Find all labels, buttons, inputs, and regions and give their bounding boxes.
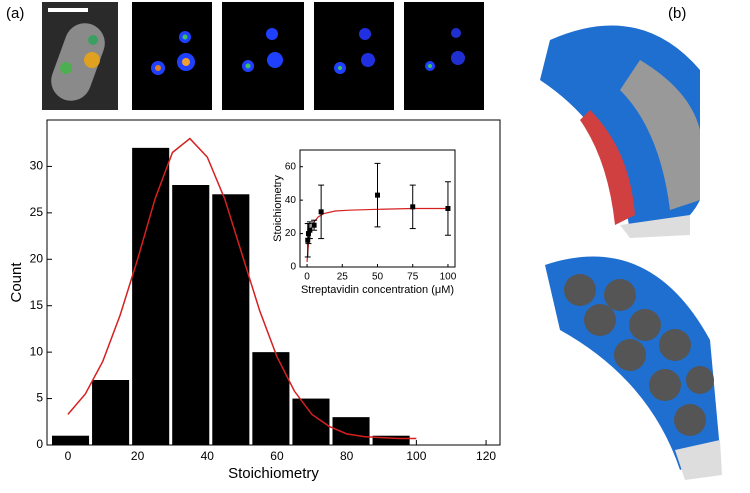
x-tick-label: 25 — [337, 272, 349, 283]
data-point — [318, 209, 324, 215]
fluorescence-frames — [132, 2, 484, 110]
data-point — [307, 227, 313, 233]
y-tick-label: 20 — [285, 228, 297, 239]
spot — [84, 52, 100, 68]
y-tick-label: 60 — [285, 161, 297, 172]
histogram-bar — [252, 352, 290, 445]
micrograph-strip — [42, 2, 484, 110]
x-tick-label: 60 — [270, 449, 284, 463]
y-tick-label: 0 — [36, 437, 43, 451]
x-tick-label: 0 — [304, 272, 310, 283]
molecular-model-top — [540, 25, 700, 238]
y-axis-label: Count — [8, 262, 25, 303]
data-point — [375, 192, 380, 198]
histogram-bar — [332, 417, 370, 445]
data-point — [445, 206, 451, 211]
y-tick-label: 5 — [36, 391, 43, 405]
panel-label: (b) — [668, 5, 686, 22]
x-tick-label: 75 — [407, 272, 419, 283]
histogram-bar — [51, 435, 90, 445]
histogram-bar — [132, 147, 170, 445]
histogram-bar — [372, 435, 410, 445]
spot — [88, 35, 98, 45]
data-point — [305, 237, 311, 243]
y-tick-label: 15 — [30, 298, 44, 312]
y-tick-label: 0 — [290, 262, 296, 273]
x-axis-label: Streptavidin concentration (μM) — [301, 284, 454, 296]
x-tick-label: 20 — [131, 449, 145, 463]
x-tick-label: 100 — [440, 272, 457, 283]
x-tick-label: 80 — [340, 449, 354, 463]
x-tick-label: 40 — [201, 449, 215, 463]
data-point — [305, 231, 311, 237]
molecular-model-bottom — [545, 256, 722, 480]
y-tick-label: 10 — [30, 344, 44, 358]
x-tick-label: 120 — [476, 449, 496, 463]
histogram-bar — [172, 185, 210, 445]
data-point — [410, 204, 416, 210]
y-tick-label: 25 — [30, 205, 44, 219]
y-tick-label: 40 — [285, 195, 297, 206]
x-tick-label: 50 — [372, 272, 384, 283]
x-axis-label: Stoichiometry — [228, 465, 319, 482]
histogram-bar — [212, 194, 250, 445]
y-tick-label: 20 — [30, 251, 44, 265]
histogram-bar — [92, 380, 130, 445]
x-tick-label: 0 — [65, 449, 72, 463]
panel-label: (a) — [6, 5, 24, 22]
data-point — [311, 222, 317, 228]
fit-curve — [67, 137, 417, 440]
spot — [60, 62, 72, 74]
histogram-bar — [292, 398, 330, 445]
y-axis-label: Stoichiometry — [272, 175, 284, 242]
y-tick-label: 30 — [30, 159, 44, 173]
x-tick-label: 100 — [406, 449, 426, 463]
